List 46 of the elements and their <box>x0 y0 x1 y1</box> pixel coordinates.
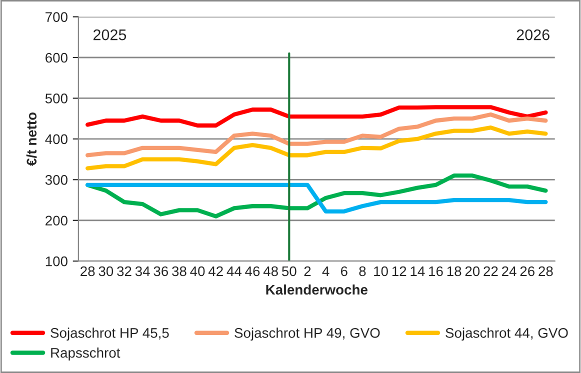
y-axis-title: €/t netto <box>26 112 37 166</box>
x-tick-label: 8 <box>359 266 366 276</box>
y-tick-label: 400 <box>45 134 68 144</box>
x-tick-label: 50 <box>282 266 296 276</box>
x-tick-label: 42 <box>208 266 223 276</box>
legend-label: Rapsschrot <box>51 348 120 360</box>
x-tick-label: 48 <box>263 266 278 276</box>
y-tick-label: 300 <box>45 174 68 185</box>
legend-label: Sojaschrot HP 49, GVO <box>234 328 380 341</box>
line-series <box>86 105 548 128</box>
x-tick-label: 22 <box>484 266 498 276</box>
x-tick-label: 32 <box>117 266 132 276</box>
x-tick-label: 28 <box>80 266 95 276</box>
x-axis-title: Kalenderwoche <box>266 284 368 295</box>
x-tick-label: 6 <box>340 266 348 276</box>
legend-label: Sojaschrot HP 45,5 <box>50 328 169 341</box>
x-tick-label: 30 <box>98 266 114 276</box>
x-tick-label: 34 <box>135 266 150 276</box>
x-tick-label: 10 <box>374 266 388 276</box>
x-tick-label: 16 <box>429 266 443 276</box>
x-tick-label: 26 <box>520 266 534 276</box>
legend-label: Sojaschrot 44, GVO <box>446 328 568 341</box>
line-series <box>86 174 548 218</box>
annotation: 2025 <box>93 29 126 40</box>
line-series <box>86 112 548 158</box>
x-tick-label: 36 <box>154 266 168 276</box>
x-tick-label: 38 <box>172 266 186 276</box>
y-tick-label: 100 <box>46 256 68 266</box>
x-tick-label: 28 <box>538 266 553 276</box>
x-tick-label: 2 <box>304 266 311 276</box>
x-tick-label: 20 <box>465 266 480 276</box>
x-tick-label: 14 <box>410 266 425 276</box>
x-tick-label: 24 <box>502 266 516 276</box>
y-tick-label: 700 <box>46 12 68 22</box>
y-tick-label: 200 <box>46 216 68 226</box>
y-tick-label: 500 <box>45 94 68 104</box>
x-tick-label: 4 <box>322 266 330 276</box>
x-tick-label: 12 <box>392 266 406 276</box>
y-tick-label: 600 <box>46 52 68 63</box>
x-tick-label: 46 <box>245 266 260 276</box>
x-tick-label: 44 <box>226 266 242 276</box>
line-series <box>86 182 548 214</box>
x-tick-label: 18 <box>447 266 462 276</box>
x-tick-label: 40 <box>190 266 205 276</box>
line-series <box>86 125 548 170</box>
annotation: 2026 <box>516 29 550 40</box>
